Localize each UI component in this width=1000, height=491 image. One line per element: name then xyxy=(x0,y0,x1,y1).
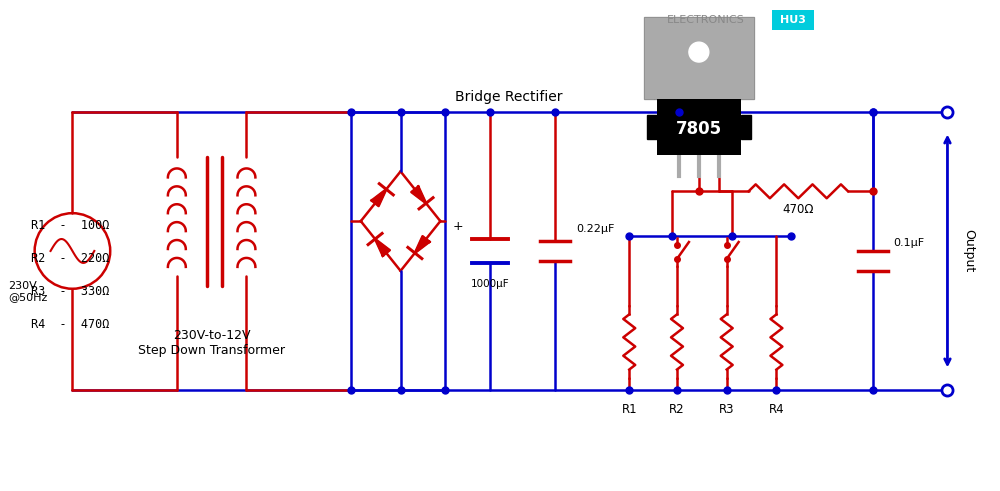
Polygon shape xyxy=(647,115,657,138)
Polygon shape xyxy=(375,239,390,256)
Text: 7805: 7805 xyxy=(676,120,722,137)
Polygon shape xyxy=(644,17,754,99)
Text: +: + xyxy=(453,220,464,233)
Polygon shape xyxy=(415,236,430,253)
Text: 230V
@50Hz: 230V @50Hz xyxy=(8,281,47,302)
Text: 0.22μF: 0.22μF xyxy=(577,224,615,234)
FancyBboxPatch shape xyxy=(657,99,741,155)
Circle shape xyxy=(689,42,709,62)
FancyBboxPatch shape xyxy=(772,10,814,30)
Text: 1000μF: 1000μF xyxy=(471,279,509,289)
Text: R2  -  220Ω: R2 - 220Ω xyxy=(31,252,109,265)
Text: 470Ω: 470Ω xyxy=(783,203,814,216)
Text: 230V-to-12V
Step Down Transformer: 230V-to-12V Step Down Transformer xyxy=(138,328,285,356)
Text: 0.1μF: 0.1μF xyxy=(893,238,924,248)
Text: R3: R3 xyxy=(719,403,734,416)
Text: R1: R1 xyxy=(621,403,637,416)
Text: R4  -  470Ω: R4 - 470Ω xyxy=(31,318,109,330)
Polygon shape xyxy=(741,115,751,138)
Text: R1  -  100Ω: R1 - 100Ω xyxy=(31,219,109,232)
Text: Bridge Rectifier: Bridge Rectifier xyxy=(455,90,563,104)
Text: ELECTRONICS: ELECTRONICS xyxy=(667,15,745,25)
Text: Output: Output xyxy=(962,229,975,273)
Text: R4: R4 xyxy=(769,403,784,416)
Polygon shape xyxy=(411,187,426,203)
Text: HU3: HU3 xyxy=(780,15,806,25)
Text: R3  -  330Ω: R3 - 330Ω xyxy=(31,285,109,298)
Polygon shape xyxy=(372,190,386,206)
Text: R2: R2 xyxy=(669,403,685,416)
